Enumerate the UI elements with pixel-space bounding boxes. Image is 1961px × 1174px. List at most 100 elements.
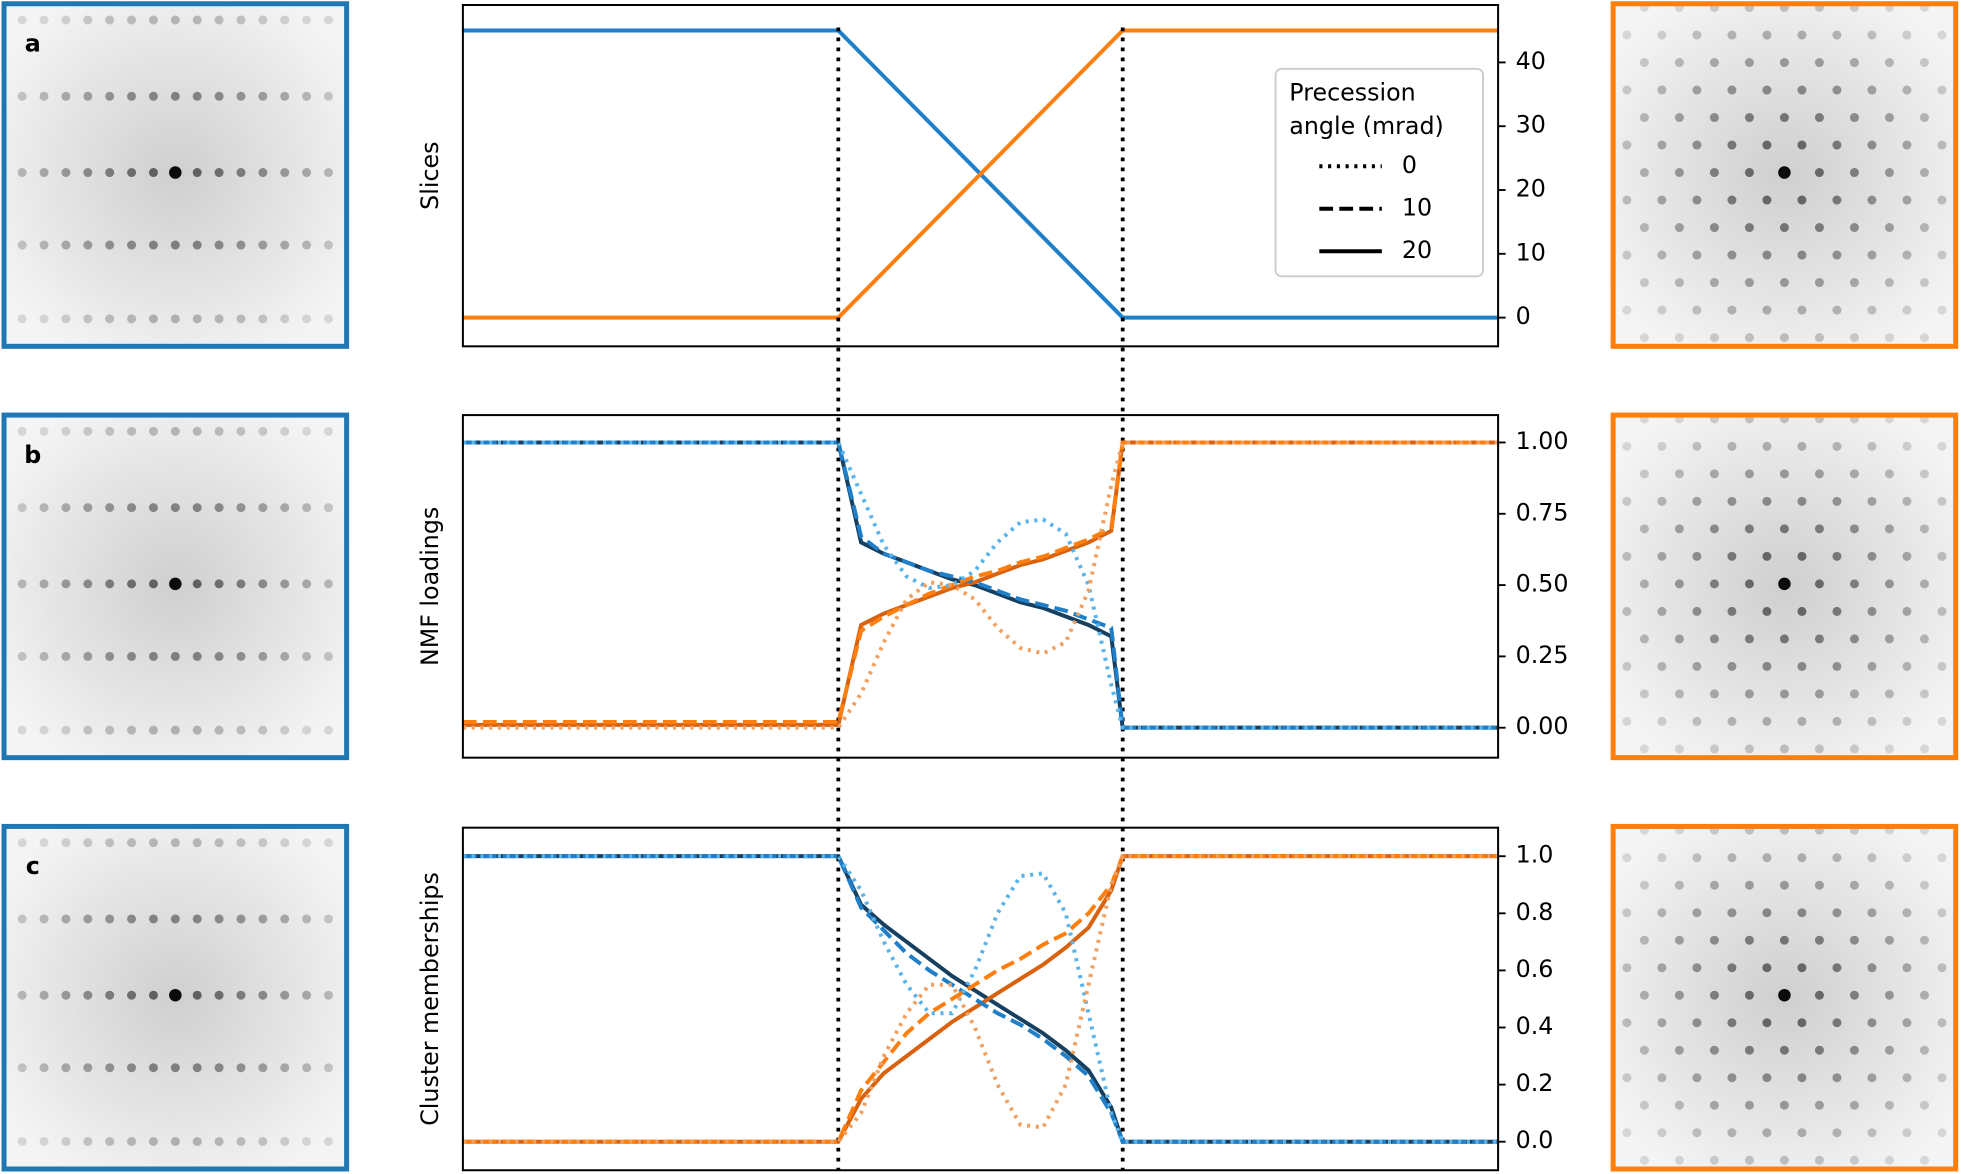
diffraction-spot xyxy=(323,1136,333,1146)
diffraction-spot xyxy=(1814,333,1824,343)
diffraction-spot xyxy=(39,914,49,924)
diffraction-spot xyxy=(1744,113,1754,123)
diffraction-spot xyxy=(1937,963,1947,973)
diffraction-spot xyxy=(1867,661,1877,671)
legend-title: Precession xyxy=(1289,78,1415,106)
diffraction-spot xyxy=(192,1063,202,1073)
plot-frame xyxy=(461,826,1500,1172)
diffraction-spot xyxy=(1639,168,1649,178)
diffraction-spot xyxy=(1674,880,1684,890)
diffraction-spot xyxy=(1867,716,1877,726)
diffraction-spot xyxy=(170,1136,180,1146)
diffraction-spot xyxy=(214,1136,224,1146)
diffraction-spot xyxy=(1674,990,1684,1000)
diffraction-spot xyxy=(1657,661,1667,671)
diffraction-spot xyxy=(105,426,115,436)
diffraction-spot xyxy=(1797,606,1807,616)
diffraction-spot xyxy=(1832,1128,1842,1138)
diffraction-spot xyxy=(1919,168,1929,178)
diffraction-spot xyxy=(1639,1045,1649,1055)
diffraction-spot xyxy=(1639,1155,1649,1165)
diffraction-spot xyxy=(1832,140,1842,150)
y-tick-label: 0.00 xyxy=(1516,712,1569,740)
diffraction-spot xyxy=(1657,908,1667,918)
diffraction-spot xyxy=(1937,85,1947,95)
diffraction-spot xyxy=(1674,278,1684,288)
diffraction-spot xyxy=(1919,689,1929,699)
diffraction-spot xyxy=(127,503,137,513)
diffraction-spot xyxy=(17,240,27,250)
diffraction-spot xyxy=(1902,1128,1912,1138)
diffraction-spot xyxy=(170,240,180,250)
diffraction-spot xyxy=(61,91,71,101)
diffraction-spot xyxy=(148,168,158,178)
series-line xyxy=(462,440,1499,730)
diffraction-spot xyxy=(258,1136,268,1146)
diffraction-spot xyxy=(61,579,71,589)
diffraction-spot xyxy=(148,240,158,250)
diffraction-spot xyxy=(17,1136,27,1146)
diffraction-spot xyxy=(17,914,27,924)
diffraction-spot xyxy=(214,651,224,661)
diffraction-spot xyxy=(323,91,333,101)
diffraction-spot xyxy=(1832,1073,1842,1083)
diffraction-spot xyxy=(1779,1045,1789,1055)
legend-title: angle (mrad) xyxy=(1289,112,1444,140)
diffraction-spot xyxy=(1727,195,1737,205)
y-tick-label: 20 xyxy=(1516,175,1546,203)
image-content xyxy=(1613,3,1956,347)
diffraction-spot xyxy=(1902,606,1912,616)
diffraction-spot xyxy=(1657,1018,1667,1028)
diffraction-spot xyxy=(1814,524,1824,534)
diffraction-spot xyxy=(1814,880,1824,890)
diffraction-spot xyxy=(127,314,137,324)
diffraction-spot xyxy=(1797,853,1807,863)
diffraction-spot xyxy=(83,503,93,513)
diffraction-spot xyxy=(1727,908,1737,918)
diffraction-spot xyxy=(83,168,93,178)
diffraction-spot xyxy=(1727,853,1737,863)
diffraction-spot xyxy=(1832,606,1842,616)
y-tick-label: 0.25 xyxy=(1516,641,1569,669)
diffraction-spot xyxy=(1744,935,1754,945)
diffraction-spot xyxy=(17,426,27,436)
diffraction-spot xyxy=(1902,140,1912,150)
diffraction-spot xyxy=(1797,250,1807,260)
image-frame xyxy=(1610,1,1959,349)
panel-label: a xyxy=(25,30,41,58)
diffraction-spot xyxy=(61,15,71,25)
diffraction-spot xyxy=(170,838,180,848)
diffraction-spot xyxy=(258,838,268,848)
diffraction-spot xyxy=(1727,551,1737,561)
diffraction-spot xyxy=(1657,1073,1667,1083)
diffraction-spot xyxy=(1762,1018,1772,1028)
diffraction-spot xyxy=(1937,1128,1947,1138)
diffraction-spot xyxy=(1709,990,1719,1000)
diffraction-spot xyxy=(1639,579,1649,589)
image-frame xyxy=(1610,412,1959,761)
diffraction-spot xyxy=(1937,496,1947,506)
diffraction-spot xyxy=(1692,250,1702,260)
diffraction-spot xyxy=(148,1136,158,1146)
diffraction-spot xyxy=(1622,1128,1632,1138)
diffraction-spot xyxy=(1814,469,1824,479)
diffraction-spot xyxy=(1762,496,1772,506)
diffraction-spot xyxy=(1937,30,1947,40)
diffraction-spot xyxy=(1832,551,1842,561)
diffraction-spot xyxy=(1762,908,1772,918)
diffraction-spot xyxy=(1762,606,1772,616)
diffraction-spot xyxy=(1692,85,1702,95)
diffraction-spot xyxy=(1884,1045,1894,1055)
diffraction-spot xyxy=(1849,1100,1859,1110)
diffraction-spot xyxy=(1849,469,1859,479)
diffraction-spot xyxy=(1884,469,1894,479)
y-tick-label: 0.75 xyxy=(1516,498,1569,526)
image-frame xyxy=(1,412,350,761)
diffraction-spot xyxy=(105,1136,115,1146)
diffraction-spot xyxy=(1744,223,1754,233)
diffraction-spot xyxy=(1832,853,1842,863)
diffraction-spot xyxy=(105,990,115,1000)
diffraction-spot xyxy=(1814,58,1824,68)
diffraction-spot xyxy=(1902,30,1912,40)
series-line xyxy=(462,854,1499,1144)
